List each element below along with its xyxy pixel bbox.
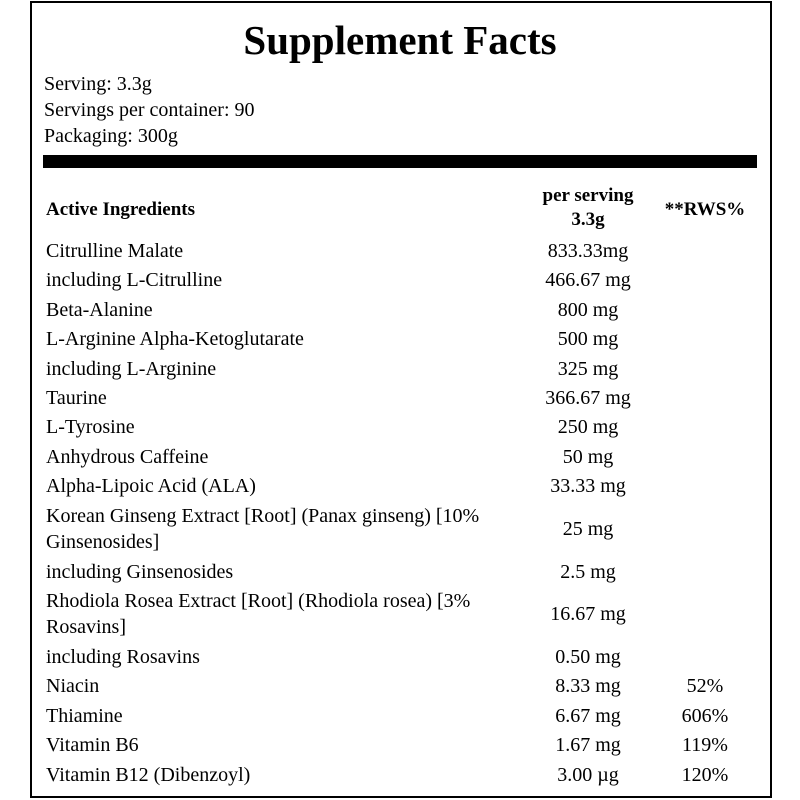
- rws-percent: 119%: [682, 734, 728, 757]
- amount: 1.67 mg: [555, 734, 621, 757]
- amount: 833.33mg: [547, 240, 629, 262]
- ingredient-name: including L-Citrulline: [46, 269, 223, 292]
- amount: 50 mg: [562, 445, 614, 468]
- ingredient-name: Rhodiola Rosea Extract [Root] (Rhodiola …: [46, 590, 471, 638]
- ingredient-name: Beta-Alanine: [46, 298, 153, 321]
- ingredient-name: Alpha-Lipoic Acid (ALA): [46, 475, 256, 498]
- amount: 6.67 mg: [555, 704, 621, 727]
- rws-percent: 52%: [686, 675, 724, 698]
- ingredient-name: Citrulline Malate: [46, 240, 184, 262]
- title: Supplement Facts: [243, 17, 557, 63]
- ingredient-name: including Rosavins: [46, 646, 200, 668]
- serving-info: Serving: 3.3g: [44, 73, 152, 95]
- ingredient-name: L-Arginine Alpha-Ketoglutarate: [46, 328, 304, 351]
- ingredient-name: Taurine: [46, 387, 107, 409]
- column-header: per serving 3.3g: [542, 185, 634, 230]
- amount: 3.00 µg: [557, 763, 619, 786]
- ingredient-name: Vitamin B12 (Dibenzoyl): [46, 763, 251, 786]
- amount: 8.33 mg: [555, 675, 621, 698]
- column-header: Active Ingredients: [46, 199, 195, 220]
- ingredient-name: including L-Arginine: [46, 357, 217, 380]
- ingredient-name: including Ginsenosides: [46, 560, 234, 583]
- amount: 325 mg: [557, 357, 619, 380]
- label-border: [30, 1, 772, 798]
- amount: 466.67 mg: [545, 269, 631, 292]
- ingredient-name: Anhydrous Caffeine: [46, 445, 209, 468]
- amount: 250 mg: [557, 416, 619, 439]
- ingredient-name: Vitamin B6: [46, 734, 139, 757]
- rws-percent: 120%: [681, 763, 729, 786]
- serving-info: Packaging: 300g: [44, 125, 178, 147]
- serving-info: Servings per container: 90: [44, 99, 255, 121]
- ingredient-name: Korean Ginseng Extract [Root] (Panax gin…: [46, 504, 480, 553]
- column-header: **RWS%: [664, 199, 746, 220]
- ingredient-name: Thiamine: [46, 704, 123, 727]
- amount: 366.67 mg: [545, 387, 631, 409]
- amount: 33.33 mg: [550, 475, 626, 498]
- amount: 2.5 mg: [560, 560, 616, 583]
- ingredient-name: L-Tyrosine: [46, 416, 135, 439]
- amount: 16.67 mg: [550, 603, 626, 625]
- amount: 25 mg: [562, 517, 614, 540]
- rws-percent: 606%: [681, 704, 729, 727]
- amount: 0.50 mg: [555, 646, 621, 668]
- amount: 800 mg: [557, 298, 619, 321]
- ingredient-name: Niacin: [46, 675, 100, 698]
- amount: 500 mg: [557, 328, 619, 351]
- divider-bar: [43, 155, 757, 168]
